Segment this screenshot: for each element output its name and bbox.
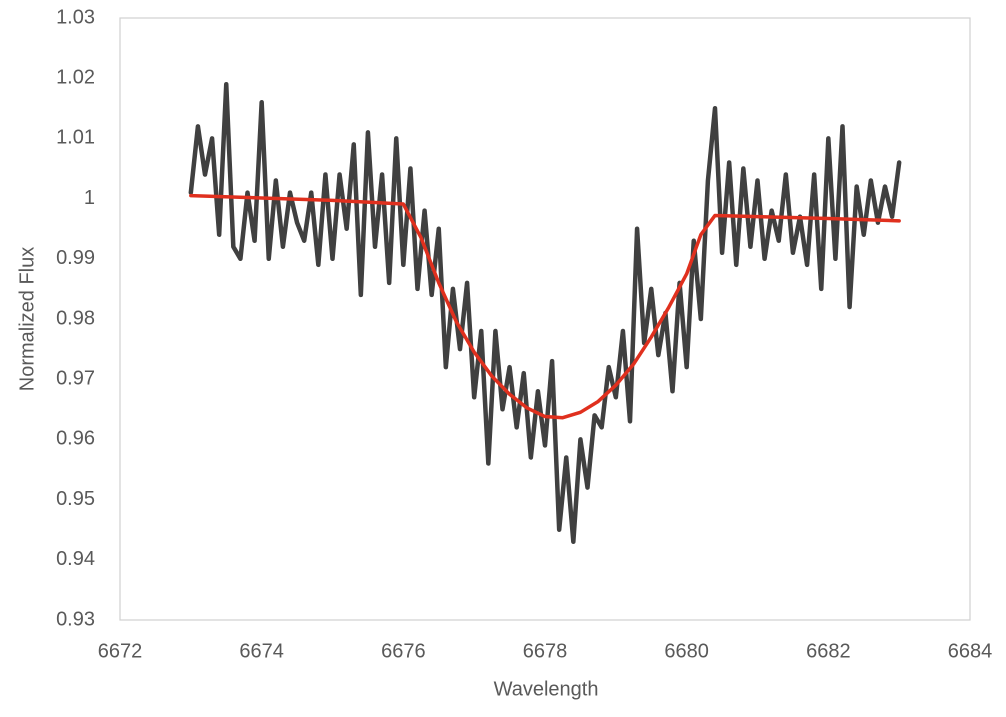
x-tick-label: 6672 — [98, 640, 143, 662]
y-tick-label: 0.95 — [56, 488, 95, 510]
y-tick-label: 0.98 — [56, 307, 95, 329]
y-tick-label: 0.96 — [56, 428, 95, 450]
series-line — [188, 81, 902, 544]
y-tick-label: 1.01 — [56, 127, 95, 149]
x-tick-label: 6680 — [664, 640, 709, 662]
series-line — [189, 193, 901, 420]
x-axis-title: Wavelength — [494, 678, 599, 700]
y-axis-title: Normalized Flux — [16, 247, 38, 391]
y-tick-label: 0.94 — [56, 548, 95, 570]
x-tick-label: 6676 — [381, 640, 426, 662]
y-tick-label: 0.99 — [56, 247, 95, 269]
y-tick-label: 1.02 — [56, 66, 95, 88]
x-tick-label: 6684 — [948, 640, 993, 662]
x-tick-label: 6678 — [523, 640, 568, 662]
x-tick-label: 6674 — [239, 640, 284, 662]
y-tick-label: 0.93 — [56, 608, 95, 630]
plot-frame — [119, 17, 971, 621]
y-tick-label: 1 — [84, 187, 95, 209]
y-tick-label: 0.97 — [56, 367, 95, 389]
x-tick-label: 6682 — [806, 640, 851, 662]
y-tick-label: 1.03 — [56, 6, 95, 28]
